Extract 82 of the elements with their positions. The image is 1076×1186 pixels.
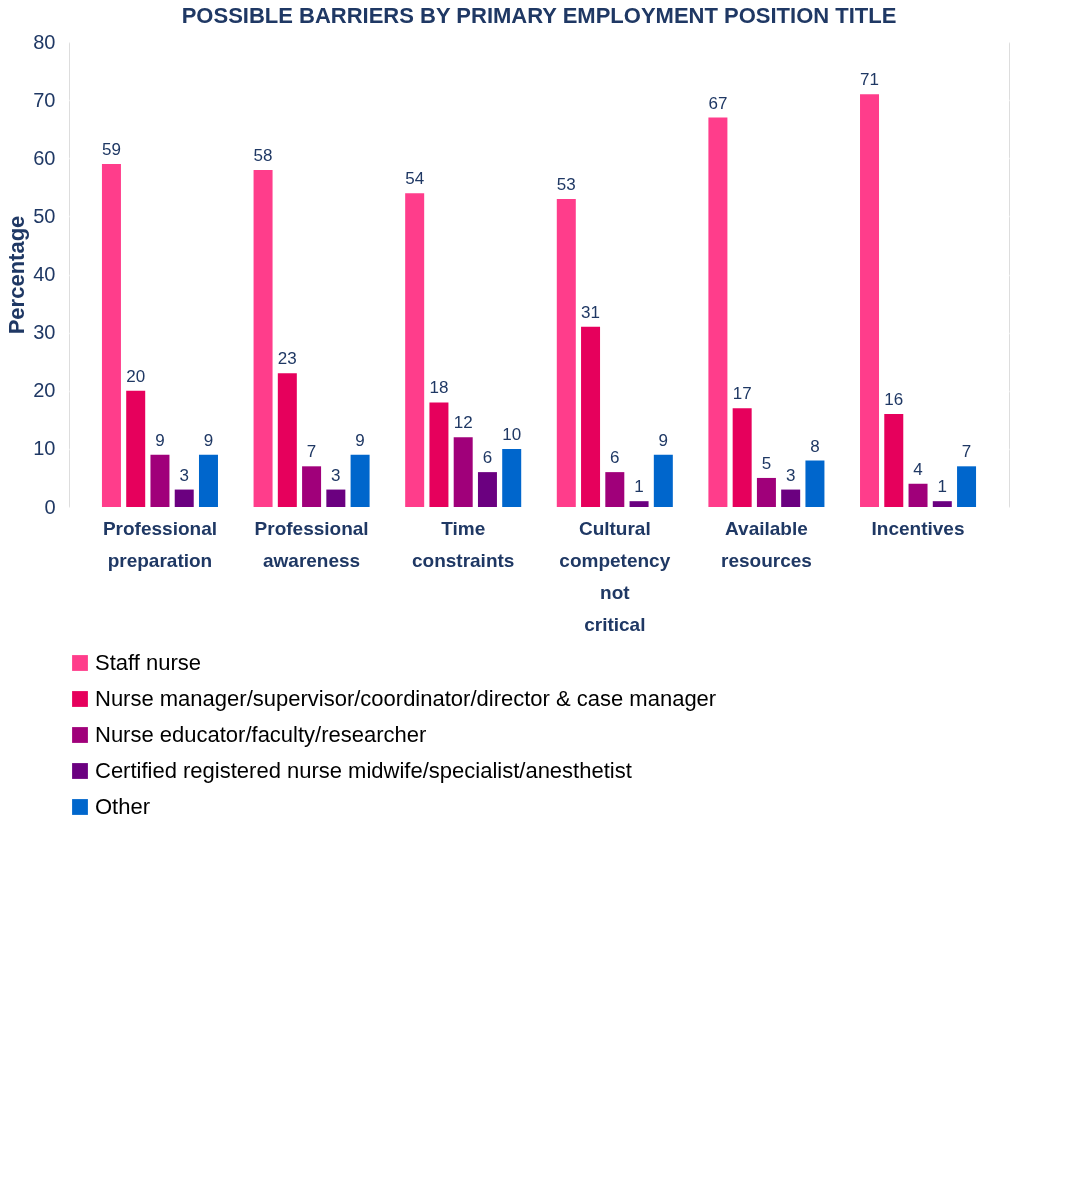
bar: [198, 454, 218, 507]
bar: [174, 489, 194, 507]
data-label: 3: [785, 465, 796, 485]
bar: [150, 454, 170, 507]
bar: [781, 489, 801, 507]
y-tick-label: 0: [44, 495, 56, 518]
bar: [629, 501, 649, 507]
data-label: 8: [810, 436, 820, 456]
data-label: 20: [126, 366, 146, 386]
bar: [756, 477, 776, 507]
data-label: 31: [581, 302, 601, 322]
data-label: 3: [331, 465, 341, 485]
legend-label: Other: [95, 794, 151, 819]
data-label: 67: [708, 93, 728, 113]
bar: [581, 326, 601, 507]
y-tick-label: 40: [33, 263, 56, 285]
bar: [932, 501, 952, 507]
y-tick-label: 50: [33, 204, 56, 227]
data-label: 7: [306, 442, 317, 462]
data-label: 4: [913, 459, 923, 479]
bar: [277, 373, 297, 507]
bar: [429, 402, 449, 507]
bar: [302, 466, 322, 507]
bar: [708, 117, 728, 507]
bar: [502, 448, 522, 507]
x-tick-label: Professional preparation: [102, 517, 217, 571]
y-tick-label: 80: [33, 30, 56, 53]
data-label: 23: [277, 349, 297, 369]
legend-label: Certified registered nurse midwife/specialist/anesthetist: [95, 758, 632, 783]
bar: [805, 460, 825, 507]
data-label: 6: [482, 448, 493, 468]
bar: [732, 408, 752, 507]
bar: [453, 437, 473, 507]
x-tick-label: Incentives: [871, 517, 965, 539]
y-tick-label: 70: [33, 88, 56, 111]
bar: [908, 483, 928, 507]
data-label: 1: [937, 477, 948, 497]
legend-label: Nurse manager/supervisor/coordinator/director & case manager: [95, 686, 717, 711]
legend-label: Nurse educator/faculty/researcher: [95, 722, 427, 747]
bar: [957, 466, 977, 507]
data-label: 59: [101, 140, 121, 160]
x-tick-label: Time constraints: [411, 517, 515, 571]
data-label: 17: [732, 384, 752, 404]
bar: [556, 198, 576, 507]
data-label: 12: [453, 413, 473, 433]
bar: [126, 390, 146, 507]
data-label: 10: [502, 424, 522, 444]
data-label: 9: [155, 430, 165, 450]
legend-label: Staff nurse: [95, 650, 201, 675]
x-tick-label: Available resources: [721, 517, 812, 571]
x-tick-label: Professional awareness: [254, 517, 369, 571]
bar: [350, 454, 370, 507]
y-tick-label: 20: [33, 379, 56, 402]
data-label: 9: [203, 430, 214, 450]
data-label: 3: [179, 465, 189, 485]
y-tick-label: 10: [33, 437, 56, 460]
data-label: 71: [860, 70, 879, 90]
chart-title: POSSIBLE BARRIERS BY PRIMARY EMPLOYMENT POSITION TITLE: [181, 3, 897, 28]
data-label: 54: [405, 169, 425, 189]
bar: [860, 94, 880, 507]
data-label: 5: [761, 453, 772, 473]
bar: [884, 414, 904, 507]
bar: [326, 489, 346, 507]
y-axis-title: Percentage: [4, 215, 30, 335]
data-label: 58: [253, 145, 273, 165]
data-label: 9: [355, 430, 365, 450]
bar: [605, 472, 625, 507]
data-label: 16: [884, 390, 904, 409]
y-tick-label: 30: [33, 321, 56, 344]
bar: [477, 472, 497, 507]
data-label: 53: [556, 174, 576, 194]
bar: [653, 454, 673, 507]
y-tick-label: 60: [33, 146, 56, 169]
data-label: 7: [961, 442, 972, 462]
data-label: 18: [429, 378, 449, 398]
data-label: 9: [658, 430, 669, 450]
bar: [253, 169, 273, 507]
bar: [405, 193, 425, 507]
x-tick-label: Cultural competency not critical: [559, 517, 671, 635]
data-label: 6: [610, 448, 620, 468]
data-label: 1: [634, 477, 644, 497]
bar: [101, 164, 121, 507]
